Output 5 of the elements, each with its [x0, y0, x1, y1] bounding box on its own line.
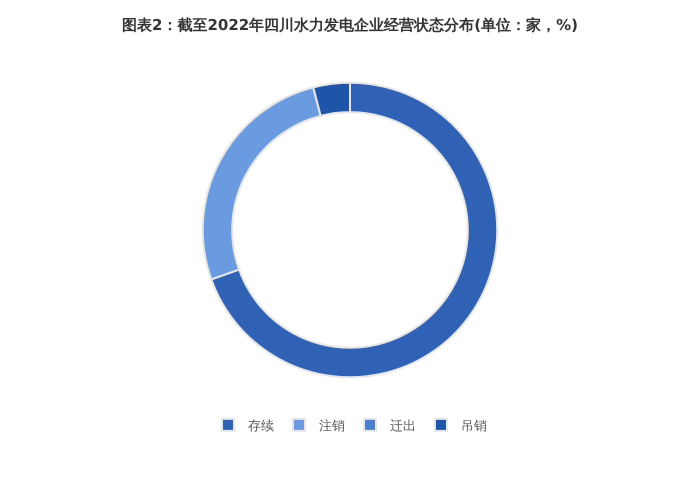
legend-label: 存续 [248, 418, 274, 434]
legend-label: 注销 [319, 418, 345, 434]
legend-label: 迁出 [390, 418, 416, 434]
legend-label: 吊销 [461, 418, 487, 434]
chart-title: 图表2：截至2022年四川水力发电企业经营状态分布(单位：家，%) [122, 16, 578, 34]
